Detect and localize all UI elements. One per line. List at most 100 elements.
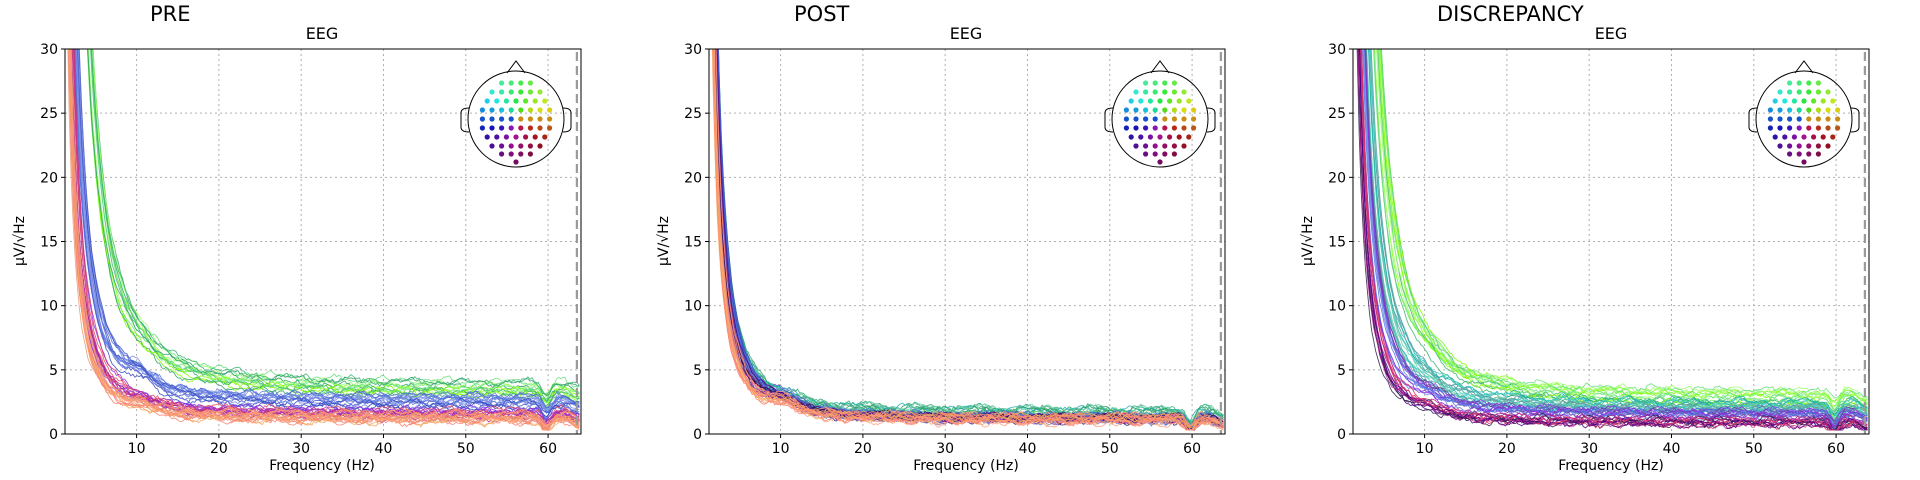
pre-y-tick-label: 0: [49, 427, 58, 443]
post-channel-trace: [714, 49, 1224, 431]
discrepancy-topomap-sensor: [1825, 116, 1831, 122]
pre-topomap-sensor: [508, 89, 514, 95]
post-y-tick-label: 5: [693, 363, 702, 379]
post-channel-trace: [716, 49, 1224, 431]
post-topomap-sensor: [1143, 125, 1149, 131]
discrepancy-channel-trace: [1364, 49, 1868, 427]
discrepancy-channel-trace: [1363, 49, 1868, 430]
pre-y-ticks: 0 5 10 15 20 25 30: [40, 42, 65, 443]
pre-grid: [65, 49, 581, 434]
discrepancy-topomap-sensor: [1777, 143, 1783, 149]
discrepancy-channel-trace: [1380, 49, 1868, 415]
pre-channel-trace: [69, 49, 580, 424]
post-topomap-sensor: [1123, 125, 1129, 131]
post-topomap-sensor: [1143, 151, 1149, 157]
discrepancy-sensor-topomap: [1748, 60, 1860, 168]
pre-topomap-sensor: [518, 89, 524, 95]
pre-topomap-sensor: [489, 89, 495, 95]
pre-topomap-sensor: [518, 107, 524, 113]
post-channel-trace: [715, 49, 1224, 431]
discrepancy-topomap-sensor: [1815, 80, 1821, 86]
post-topomap-sensor: [1138, 134, 1144, 140]
pre-channel-trace: [70, 49, 580, 429]
discrepancy-topomap-sensor: [1825, 89, 1831, 95]
pre-channel-trace: [68, 49, 580, 426]
pre-channel-trace: [71, 49, 580, 423]
pre-topomap-sensor: [499, 116, 505, 122]
discrepancy-channel-trace: [1361, 49, 1868, 428]
pre-channel-trace: [69, 49, 580, 431]
discrepancy-topomap-sensor: [1772, 134, 1778, 140]
discrepancy-topomap-sensor: [1815, 89, 1821, 95]
pre-topomap-sensor: [503, 98, 509, 104]
post-topomap-sensor: [1143, 107, 1149, 113]
post-channel-trace: [712, 49, 1224, 431]
discrepancy-channel-trace: [1361, 49, 1868, 427]
discrepancy-channel-trace: [1360, 49, 1868, 425]
discrepancy-channel-trace: [1357, 49, 1868, 430]
discrepancy-channel-trace: [1366, 49, 1868, 422]
pre-y-tick-label: 5: [49, 363, 58, 379]
pre-channel-trace: [87, 49, 580, 409]
discrepancy-channel-trace: [1357, 49, 1868, 431]
discrepancy-topomap-sensor: [1806, 143, 1812, 149]
post-channel-trace: [717, 49, 1224, 431]
post-channel-trace: [716, 49, 1224, 431]
post-traces: [711, 49, 1224, 431]
discrepancy-topomap-head: [1755, 70, 1853, 168]
discrepancy-topomap-sensor: [1830, 98, 1836, 104]
post-topomap-sensor: [1181, 116, 1187, 122]
pre-channel-trace: [87, 49, 580, 404]
post-topomap-sensor: [1157, 98, 1163, 104]
discrepancy-topomap-sensor: [1830, 134, 1836, 140]
pre-topomap-sensor: [547, 107, 553, 113]
post-channel-trace: [716, 49, 1224, 426]
discrepancy-channel-trace: [1365, 49, 1868, 424]
pre-y-tick-label: 20: [40, 170, 58, 186]
pre-channel-trace: [71, 49, 580, 423]
discrepancy-channel-trace: [1374, 49, 1868, 405]
pre-topomap-sensor: [508, 151, 514, 157]
discrepancy-topomap-sensor: [1815, 125, 1821, 131]
post-panel-title: POST: [794, 2, 850, 26]
pre-channel-trace: [69, 49, 580, 428]
pre-x-ticks: 10 20 30 40 50 60: [128, 434, 557, 457]
post-topomap-sensor: [1143, 143, 1149, 149]
discrepancy-topomap-sensor: [1815, 107, 1821, 113]
discrepancy-x-tick-label: 40: [1663, 441, 1681, 457]
pre-channel-trace: [91, 49, 580, 402]
discrepancy-topomap-sensor: [1787, 125, 1793, 131]
pre-channel-trace: [77, 49, 580, 423]
post-topomap-sensor: [1162, 80, 1168, 86]
post-channel-trace: [713, 49, 1224, 431]
pre-topomap-sensor: [484, 134, 490, 140]
post-channel-trace: [716, 49, 1224, 431]
pre-x-tick-label: 50: [457, 441, 475, 457]
discrepancy-topomap-sensor: [1835, 116, 1841, 122]
pre-x-tick-label: 30: [292, 441, 310, 457]
pre-y-tick-label: 25: [40, 106, 58, 122]
discrepancy-channel-trace: [1364, 49, 1868, 429]
post-topomap-sensor: [1186, 98, 1192, 104]
post-topomap-ear-right: [1206, 107, 1216, 133]
discrepancy-channel-trace: [1368, 49, 1868, 416]
discrepancy-y-tick-label: 5: [1337, 363, 1346, 379]
discrepancy-topomap-ear-left: [1748, 107, 1758, 133]
post-topomap-sensor: [1181, 107, 1187, 113]
pre-y-axis-label: µV/√Hz: [12, 216, 28, 266]
post-topomap-sensor: [1143, 80, 1149, 86]
pre-topomap-sensor: [518, 80, 524, 86]
pre-channel-trace: [77, 49, 580, 415]
post-channel-trace: [717, 49, 1224, 429]
post-channel-trace: [713, 49, 1224, 427]
pre-channel-trace: [87, 49, 580, 409]
pre-topomap-sensor: [518, 116, 524, 122]
discrepancy-x-tick-label: 60: [1827, 441, 1845, 457]
pre-channel-trace: [67, 49, 580, 427]
post-topomap-ear-left: [1104, 107, 1114, 133]
discrepancy-topomap-sensor: [1796, 89, 1802, 95]
discrepancy-topomap-sensor: [1787, 107, 1793, 113]
discrepancy-y-tick-label: 30: [1328, 42, 1346, 58]
pre-channel-trace: [74, 49, 580, 409]
